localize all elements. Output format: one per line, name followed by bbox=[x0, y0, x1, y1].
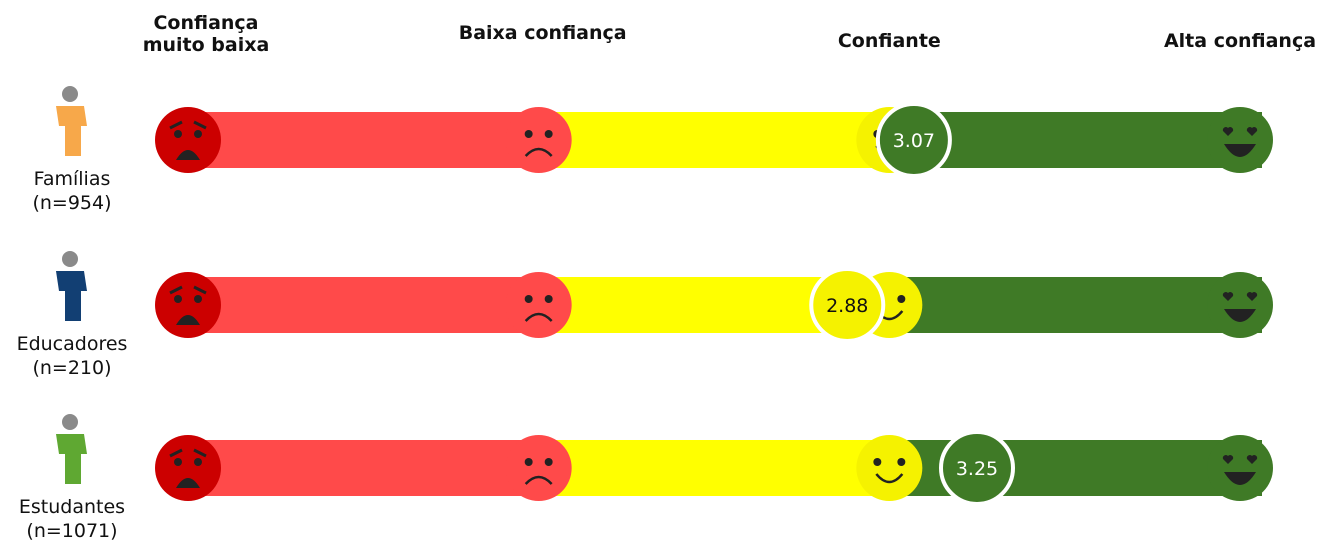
level-label: Confiança muito baixa bbox=[142, 12, 270, 56]
mouth bbox=[1224, 144, 1256, 157]
scale-segment bbox=[538, 440, 890, 496]
eye bbox=[174, 295, 182, 303]
emoji bbox=[505, 272, 572, 338]
emoji bbox=[155, 107, 221, 173]
person-icon bbox=[56, 86, 87, 156]
emoji bbox=[1207, 435, 1273, 501]
heart-eye bbox=[1222, 127, 1234, 136]
emoji bbox=[505, 107, 572, 173]
emoji-face bbox=[505, 435, 572, 501]
head bbox=[62, 414, 78, 430]
eye bbox=[897, 295, 906, 303]
heart-eye bbox=[1222, 292, 1234, 301]
heart-eye bbox=[1246, 292, 1258, 301]
scale-segment bbox=[188, 277, 539, 333]
eye bbox=[873, 458, 882, 466]
mouth bbox=[875, 473, 904, 484]
emoji-face bbox=[155, 435, 221, 501]
group-n: (n=954) bbox=[32, 192, 112, 214]
emoji bbox=[856, 435, 923, 501]
value-marker bbox=[875, 102, 952, 178]
emoji-face bbox=[505, 107, 572, 173]
eye bbox=[524, 130, 533, 138]
mouth bbox=[524, 312, 553, 322]
emoji-face bbox=[1207, 107, 1273, 173]
mouth bbox=[1224, 472, 1256, 485]
scale-segment bbox=[889, 277, 1262, 333]
emoji bbox=[155, 272, 221, 338]
body bbox=[56, 106, 87, 156]
level-label: Alta confiança bbox=[1163, 30, 1317, 52]
eye bbox=[194, 130, 202, 138]
emoji-face bbox=[505, 272, 572, 338]
eye bbox=[174, 130, 182, 138]
value-label: 3.25 bbox=[956, 458, 998, 480]
heart-eye bbox=[1222, 455, 1234, 464]
emoji bbox=[505, 435, 572, 501]
head bbox=[62, 86, 78, 102]
mouth bbox=[524, 147, 553, 157]
heart-eye bbox=[1246, 127, 1258, 136]
value-label: 2.88 bbox=[826, 295, 868, 317]
emoji bbox=[1207, 272, 1273, 338]
group-name: Estudantes bbox=[18, 496, 126, 518]
eye bbox=[897, 458, 906, 466]
body bbox=[56, 434, 87, 484]
eye bbox=[544, 458, 553, 466]
heart-eye bbox=[1246, 455, 1258, 464]
mouth bbox=[524, 475, 553, 485]
person-icon bbox=[56, 251, 87, 321]
eye bbox=[544, 130, 553, 138]
eye bbox=[524, 458, 533, 466]
group-name: Famílias bbox=[33, 168, 111, 190]
emoji-face bbox=[1207, 272, 1273, 338]
mouth bbox=[176, 478, 200, 488]
body bbox=[56, 271, 87, 321]
emoji-face bbox=[856, 435, 923, 501]
value-marker bbox=[939, 430, 1015, 506]
scale-segment bbox=[538, 112, 890, 168]
level-label: Confiante bbox=[837, 30, 941, 52]
eye bbox=[544, 295, 553, 303]
group-n: (n=210) bbox=[32, 357, 112, 379]
emoji-face bbox=[155, 272, 221, 338]
emoji-face bbox=[155, 107, 221, 173]
brow bbox=[169, 120, 207, 130]
level-label: Baixa confiança bbox=[458, 22, 627, 44]
mouth bbox=[176, 315, 200, 325]
mouth bbox=[1224, 309, 1256, 322]
head bbox=[62, 251, 78, 267]
emoji-face bbox=[1207, 435, 1273, 501]
value-marker bbox=[809, 267, 886, 343]
value-label: 3.07 bbox=[893, 130, 935, 152]
scale-segment bbox=[188, 112, 539, 168]
brow bbox=[169, 285, 207, 295]
group-name: Educadores bbox=[16, 333, 128, 355]
eye bbox=[524, 295, 533, 303]
eye bbox=[194, 295, 202, 303]
group-n: (n=1071) bbox=[26, 520, 118, 542]
emoji bbox=[155, 435, 221, 501]
emoji bbox=[1207, 107, 1273, 173]
eye bbox=[194, 458, 202, 466]
scale-segment bbox=[188, 440, 539, 496]
brow bbox=[169, 448, 207, 458]
person-icon bbox=[56, 414, 87, 484]
mouth bbox=[176, 150, 200, 160]
eye bbox=[174, 458, 182, 466]
